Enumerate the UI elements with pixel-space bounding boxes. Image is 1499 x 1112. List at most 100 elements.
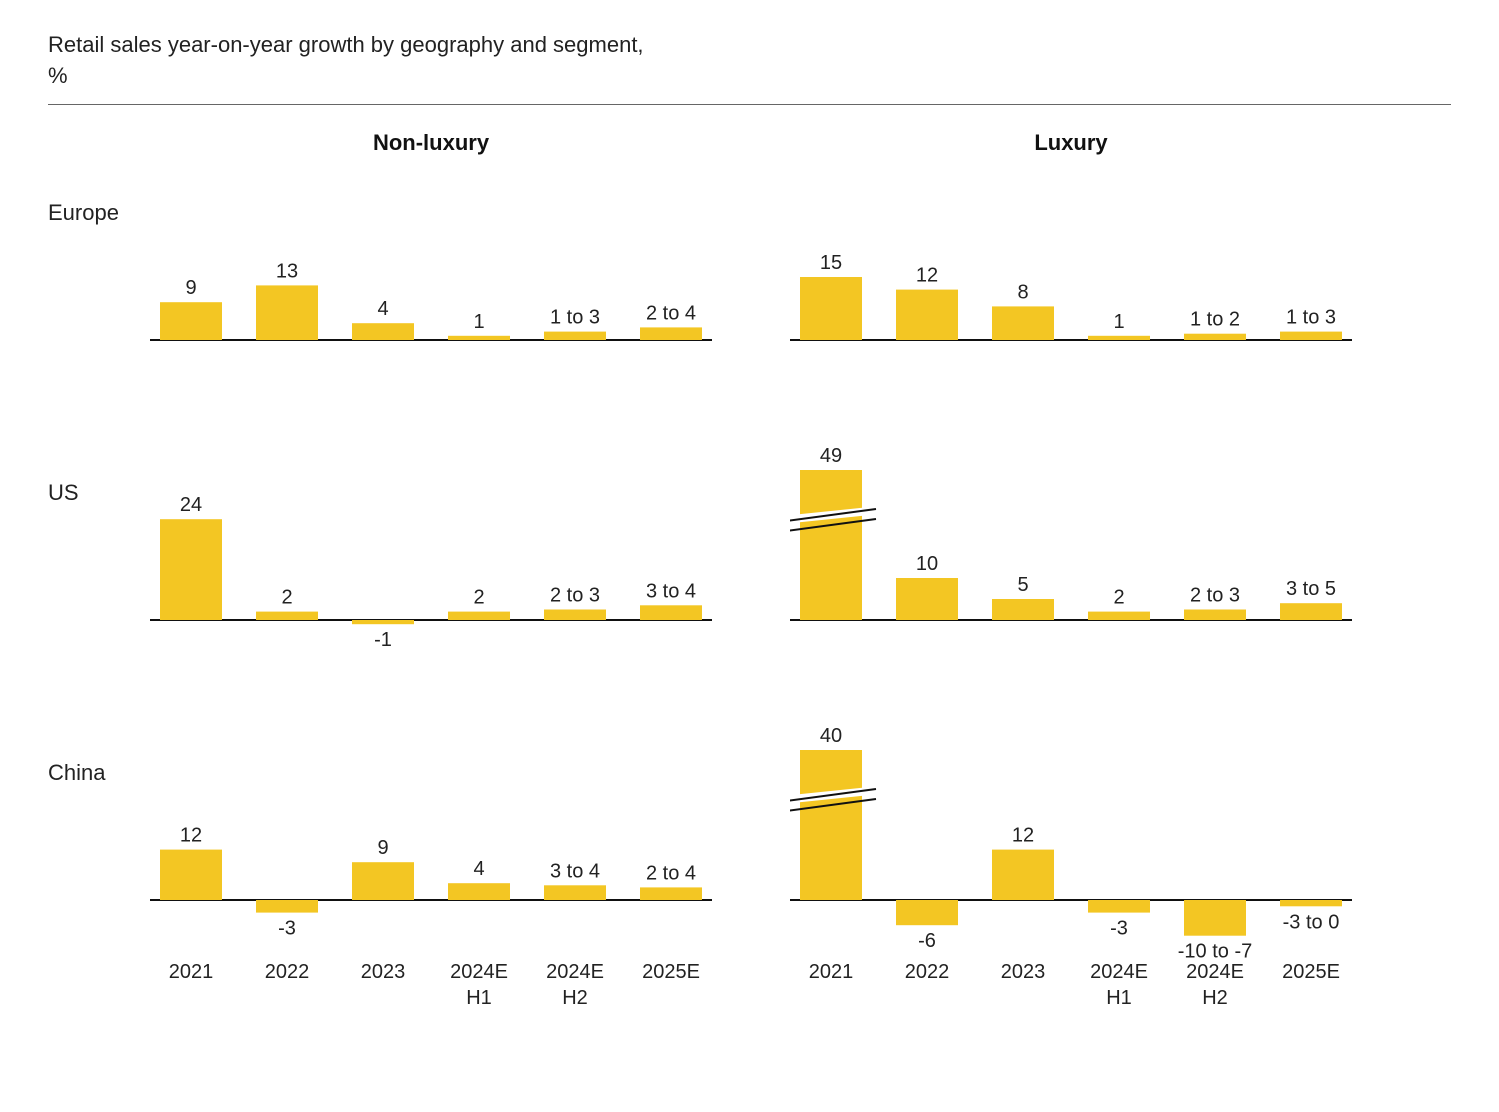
chart-title-line1: Retail sales year-on-year growth by geog… — [48, 30, 644, 61]
bar — [1280, 603, 1342, 620]
bar — [352, 323, 414, 340]
bar — [256, 900, 318, 913]
bar-value-label: 49 — [820, 445, 842, 467]
bar — [160, 519, 222, 620]
region-label-us: US — [48, 480, 79, 506]
x-tick-label: 2023 — [361, 961, 406, 983]
bar-value-label: 3 to 4 — [646, 580, 696, 602]
bar-value-label: 2 to 4 — [646, 302, 696, 324]
x-tick-label: 2023 — [1001, 961, 1046, 983]
bar-value-label: 1 to 3 — [1286, 307, 1336, 329]
bar-value-label: 3 to 4 — [550, 860, 600, 882]
title-rule — [48, 104, 1451, 105]
bar-value-label: 1 — [473, 311, 484, 333]
bar — [896, 900, 958, 925]
bar — [992, 306, 1054, 340]
chart-us-non-luxury: 24 2 -1 2 2 to 3 3 to 4 — [150, 420, 712, 690]
bar — [992, 850, 1054, 900]
x-tick-label: 2022 — [265, 961, 310, 983]
bar-value-label: 8 — [1017, 281, 1028, 303]
bar-value-label: -3 to 0 — [1283, 911, 1340, 933]
bar-value-label: 2 to 3 — [550, 585, 600, 607]
bar-value-label: 5 — [1017, 574, 1028, 596]
bar — [256, 285, 318, 340]
bar-value-label: 12 — [1012, 825, 1034, 847]
x-tick-sublabel: H2 — [1202, 987, 1228, 1009]
chart-title-line2: % — [48, 61, 644, 92]
bar — [800, 750, 862, 900]
chart-china-non-luxury: 12 2021 -3 2022 9 2023 4 2024E H1 3 to 4 2024E H2 2 … — [150, 700, 712, 1020]
bar-value-label: -6 — [918, 930, 936, 952]
bar-value-label: 2 — [1113, 587, 1124, 609]
bar — [256, 612, 318, 620]
bar — [1280, 900, 1342, 906]
bar-value-label: -3 — [278, 918, 296, 940]
x-tick-label: 2025E — [642, 961, 700, 983]
bar-value-label: 1 to 2 — [1190, 309, 1240, 331]
bar-value-label: 15 — [820, 252, 842, 274]
bar-value-label: 12 — [180, 825, 202, 847]
chart-europe-non-luxury: 9 13 4 1 1 to 3 2 to 4 — [150, 140, 712, 410]
bar — [1184, 334, 1246, 340]
bar-value-label: 24 — [180, 494, 202, 516]
bar-value-label: 4 — [377, 298, 388, 320]
bar-value-label: 1 to 3 — [550, 307, 600, 329]
bar — [160, 302, 222, 340]
chart-title: Retail sales year-on-year growth by geog… — [48, 30, 644, 92]
bar-value-label: 1 — [1113, 311, 1124, 333]
bar — [1184, 610, 1246, 621]
x-tick-label: 2021 — [809, 961, 854, 983]
bar — [800, 277, 862, 340]
x-tick-sublabel: H1 — [1106, 987, 1132, 1009]
bar — [800, 470, 862, 620]
bar — [448, 612, 510, 620]
bar — [544, 885, 606, 900]
x-tick-sublabel: H1 — [466, 987, 492, 1009]
bar — [1280, 332, 1342, 340]
bar-value-label: 2 — [473, 587, 484, 609]
bar — [640, 605, 702, 620]
x-tick-label: 2021 — [169, 961, 214, 983]
bar-value-label: 9 — [377, 837, 388, 859]
region-label-china: China — [48, 760, 105, 786]
bar — [160, 850, 222, 900]
bar — [896, 578, 958, 620]
bar-value-label: 2 — [281, 587, 292, 609]
bar — [352, 862, 414, 900]
chart-china-luxury: 402021-62022122023-32024EH1-10 to -72024… — [790, 700, 1352, 1020]
bar — [1088, 900, 1150, 913]
bar-value-label: -1 — [374, 629, 392, 651]
x-tick-label: 2024E — [546, 961, 604, 983]
bar-value-label: -3 — [1110, 918, 1128, 940]
bar — [448, 883, 510, 900]
bar — [992, 599, 1054, 620]
bar — [544, 332, 606, 340]
bar-value-label: 10 — [916, 553, 938, 575]
bar-value-label: 3 to 5 — [1286, 578, 1336, 600]
bar — [1088, 336, 1150, 340]
bar — [640, 887, 702, 900]
bar-value-label: 13 — [276, 260, 298, 282]
bar — [544, 610, 606, 621]
bar-value-label: 2 to 4 — [646, 862, 696, 884]
chart-europe-luxury: 15 12 8 1 1 to 2 1 to 3 — [790, 140, 1352, 410]
x-tick-label: 2024E — [450, 961, 508, 983]
region-label-europe: Europe — [48, 200, 119, 226]
bar — [896, 290, 958, 340]
x-tick-label: 2024E — [1186, 961, 1244, 983]
x-tick-label: 2025E — [1282, 961, 1340, 983]
chart-us-luxury: 4910522 to 33 to 5 — [790, 420, 1352, 690]
bar — [352, 620, 414, 624]
bar — [640, 327, 702, 340]
bar-value-label: 12 — [916, 265, 938, 287]
x-tick-sublabel: H2 — [562, 987, 588, 1009]
bar-value-label: 9 — [185, 277, 196, 299]
bar-value-label: 40 — [820, 725, 842, 747]
chart-page: Retail sales year-on-year growth by geog… — [0, 0, 1499, 1112]
bar — [1184, 900, 1246, 936]
x-tick-label: 2022 — [905, 961, 950, 983]
bar-value-label: -10 to -7 — [1178, 941, 1252, 963]
bar — [448, 336, 510, 340]
x-tick-label: 2024E — [1090, 961, 1148, 983]
bar-value-label: 4 — [473, 858, 484, 880]
